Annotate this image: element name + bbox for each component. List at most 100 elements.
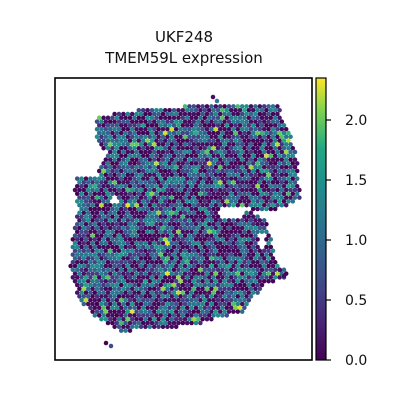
spot [242, 297, 247, 303]
spot [228, 305, 234, 311]
spot [101, 221, 106, 227]
spot [281, 161, 287, 166]
spot [255, 199, 260, 204]
spot [184, 115, 190, 121]
spot [173, 134, 179, 140]
spot [88, 275, 93, 280]
spot [136, 161, 142, 166]
spot [275, 263, 280, 269]
spot [200, 202, 205, 208]
spot [116, 309, 122, 314]
spot [264, 259, 269, 265]
spot [129, 119, 135, 124]
spot [110, 282, 115, 288]
spot [187, 187, 192, 193]
spot [259, 199, 265, 204]
spot [239, 180, 245, 185]
spot [242, 229, 247, 235]
spot [255, 145, 260, 151]
spot [158, 320, 164, 326]
spot [184, 130, 190, 136]
spot [125, 202, 131, 208]
spot [173, 218, 179, 223]
spot [239, 309, 245, 314]
spot [200, 263, 205, 269]
spot [195, 210, 201, 216]
spot [169, 202, 175, 208]
spot [237, 252, 243, 257]
spot [147, 180, 153, 185]
spot [85, 271, 91, 276]
spot [248, 256, 254, 261]
spot [94, 119, 100, 124]
spot [79, 237, 84, 242]
spot [105, 183, 111, 189]
spot [132, 153, 137, 159]
spot [129, 187, 135, 193]
spot [105, 176, 111, 181]
spot [259, 138, 265, 143]
spot [195, 301, 201, 307]
spot [121, 256, 126, 261]
spot [226, 172, 232, 178]
spot [149, 305, 155, 311]
spot [123, 252, 128, 257]
spot [90, 240, 95, 246]
spot [244, 278, 249, 284]
spot [242, 168, 247, 174]
spot [140, 107, 146, 113]
spot [261, 142, 267, 147]
spot [151, 248, 157, 254]
spot [151, 263, 157, 269]
spot [123, 183, 128, 189]
spot [220, 267, 225, 273]
spot [99, 210, 104, 216]
spot [125, 286, 131, 292]
spot [129, 164, 135, 170]
spot [171, 123, 177, 128]
spot [204, 271, 210, 276]
spot [173, 142, 179, 147]
spot [132, 145, 137, 151]
spot [160, 180, 166, 185]
spot [222, 218, 227, 223]
spot [147, 316, 153, 322]
spot [187, 256, 192, 261]
spot [132, 214, 137, 219]
spot [165, 134, 170, 140]
spot [193, 275, 199, 280]
spot [209, 278, 214, 284]
spot [268, 259, 274, 265]
spot [158, 237, 164, 242]
spot [290, 199, 296, 204]
spot [220, 290, 225, 295]
spot [107, 172, 113, 178]
spot [103, 233, 109, 238]
spot [125, 271, 131, 276]
spot [202, 237, 208, 242]
spot [182, 180, 188, 185]
spot [231, 126, 236, 132]
spot [255, 153, 260, 159]
spot [266, 202, 271, 208]
spot [191, 271, 197, 276]
spot [173, 256, 179, 261]
spot [259, 252, 265, 257]
spot [275, 202, 280, 208]
spot [215, 214, 221, 219]
spot [112, 134, 117, 140]
spot [228, 161, 234, 166]
spot [189, 107, 194, 113]
spot [270, 248, 276, 254]
spot [116, 248, 122, 254]
spot [151, 294, 157, 299]
spot [178, 263, 183, 269]
spot [83, 199, 89, 204]
spot [101, 168, 106, 174]
spot [101, 130, 106, 136]
spot [160, 301, 166, 307]
spot [209, 210, 214, 216]
spot [99, 240, 104, 246]
spot [211, 214, 216, 219]
spot [114, 138, 120, 143]
